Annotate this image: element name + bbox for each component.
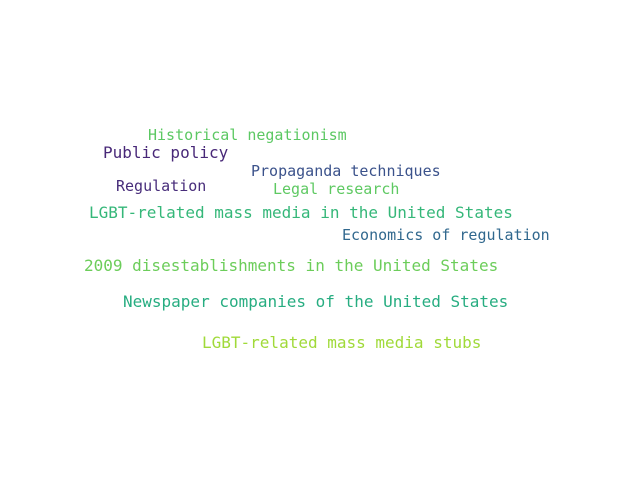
word-regulation: Regulation	[116, 177, 207, 195]
word-economics-of-regulation: Economics of regulation	[342, 226, 550, 244]
word-public-policy: Public policy	[103, 143, 229, 162]
word-legal-research: Legal research	[273, 180, 400, 198]
word-2009-disestablishments: 2009 disestablishments in the United Sta…	[84, 256, 499, 275]
word-lgbt-mass-media-us: LGBT-related mass media in the United St…	[89, 203, 513, 222]
word-newspaper-companies: Newspaper companies of the United States	[123, 292, 509, 311]
word-historical-negationism: Historical negationism	[148, 126, 347, 144]
word-propaganda-techniques: Propaganda techniques	[251, 162, 441, 180]
word-lgbt-mass-media-stubs: LGBT-related mass media stubs	[202, 333, 482, 352]
